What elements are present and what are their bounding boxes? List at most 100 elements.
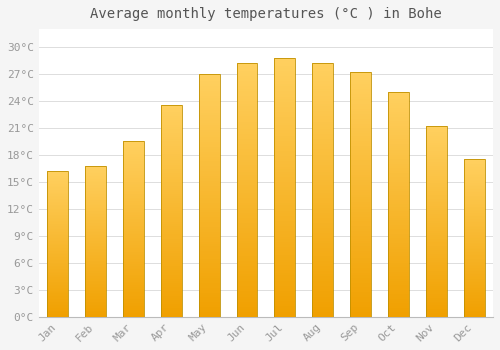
Bar — [426, 290, 446, 292]
Bar — [198, 271, 220, 273]
Bar — [426, 151, 446, 153]
Bar — [312, 119, 333, 121]
Bar — [464, 227, 484, 229]
Bar — [85, 281, 106, 282]
Bar — [464, 246, 484, 247]
Bar — [350, 82, 371, 84]
Bar — [312, 124, 333, 127]
Bar — [48, 175, 68, 177]
Bar — [426, 279, 446, 281]
Bar — [123, 290, 144, 292]
Bar — [312, 152, 333, 154]
Bar — [312, 162, 333, 164]
Bar — [85, 234, 106, 235]
Bar — [274, 104, 295, 107]
Bar — [161, 308, 182, 310]
Bar — [274, 122, 295, 125]
Bar — [388, 191, 409, 193]
Bar — [464, 288, 484, 290]
Bar — [274, 255, 295, 257]
Bar — [312, 188, 333, 190]
Bar — [350, 197, 371, 199]
Bar — [312, 121, 333, 124]
Bar — [350, 111, 371, 114]
Bar — [426, 168, 446, 170]
Bar — [85, 312, 106, 314]
Bar — [161, 287, 182, 289]
Bar — [236, 91, 258, 94]
Bar — [388, 285, 409, 288]
Bar — [426, 233, 446, 235]
Bar — [48, 283, 68, 285]
Bar — [236, 190, 258, 192]
Bar — [85, 211, 106, 212]
Bar — [350, 248, 371, 251]
Bar — [350, 192, 371, 195]
Bar — [161, 131, 182, 133]
Bar — [236, 243, 258, 246]
Bar — [426, 178, 446, 180]
Bar — [236, 286, 258, 289]
Bar — [388, 103, 409, 105]
Bar — [85, 257, 106, 258]
Bar — [388, 222, 409, 225]
Bar — [123, 306, 144, 308]
Bar — [198, 298, 220, 300]
Bar — [123, 171, 144, 173]
Bar — [161, 224, 182, 226]
Bar — [48, 199, 68, 200]
Bar — [123, 257, 144, 259]
Bar — [161, 105, 182, 317]
Bar — [312, 213, 333, 215]
Bar — [48, 278, 68, 279]
Bar — [48, 295, 68, 296]
Bar — [161, 146, 182, 148]
Bar — [274, 112, 295, 115]
Bar — [388, 288, 409, 290]
Bar — [161, 300, 182, 302]
Bar — [426, 303, 446, 305]
Bar — [274, 265, 295, 268]
Bar — [426, 250, 446, 252]
Bar — [236, 259, 258, 261]
Bar — [85, 203, 106, 205]
Bar — [312, 96, 333, 99]
Bar — [312, 63, 333, 317]
Bar — [198, 74, 220, 317]
Bar — [85, 273, 106, 274]
Bar — [312, 203, 333, 205]
Bar — [426, 271, 446, 273]
Bar — [85, 238, 106, 240]
Bar — [312, 149, 333, 152]
Bar — [48, 225, 68, 226]
Bar — [236, 149, 258, 152]
Bar — [464, 183, 484, 184]
Bar — [312, 193, 333, 195]
Bar — [85, 199, 106, 201]
Bar — [123, 201, 144, 203]
Bar — [161, 129, 182, 131]
Bar — [85, 225, 106, 226]
Bar — [85, 296, 106, 297]
Bar — [274, 133, 295, 135]
Bar — [85, 216, 106, 217]
Bar — [236, 74, 258, 76]
Bar — [236, 195, 258, 198]
Bar — [274, 275, 295, 278]
Bar — [350, 106, 371, 109]
Bar — [350, 163, 371, 165]
Bar — [350, 150, 371, 153]
Bar — [464, 180, 484, 181]
Bar — [161, 262, 182, 264]
Bar — [426, 155, 446, 157]
Bar — [464, 232, 484, 233]
Bar — [312, 91, 333, 94]
Bar — [161, 294, 182, 296]
Bar — [123, 240, 144, 242]
Bar — [161, 230, 182, 232]
Bar — [388, 312, 409, 315]
Bar — [161, 219, 182, 222]
Bar — [274, 247, 295, 250]
Bar — [198, 79, 220, 81]
Bar — [123, 206, 144, 208]
